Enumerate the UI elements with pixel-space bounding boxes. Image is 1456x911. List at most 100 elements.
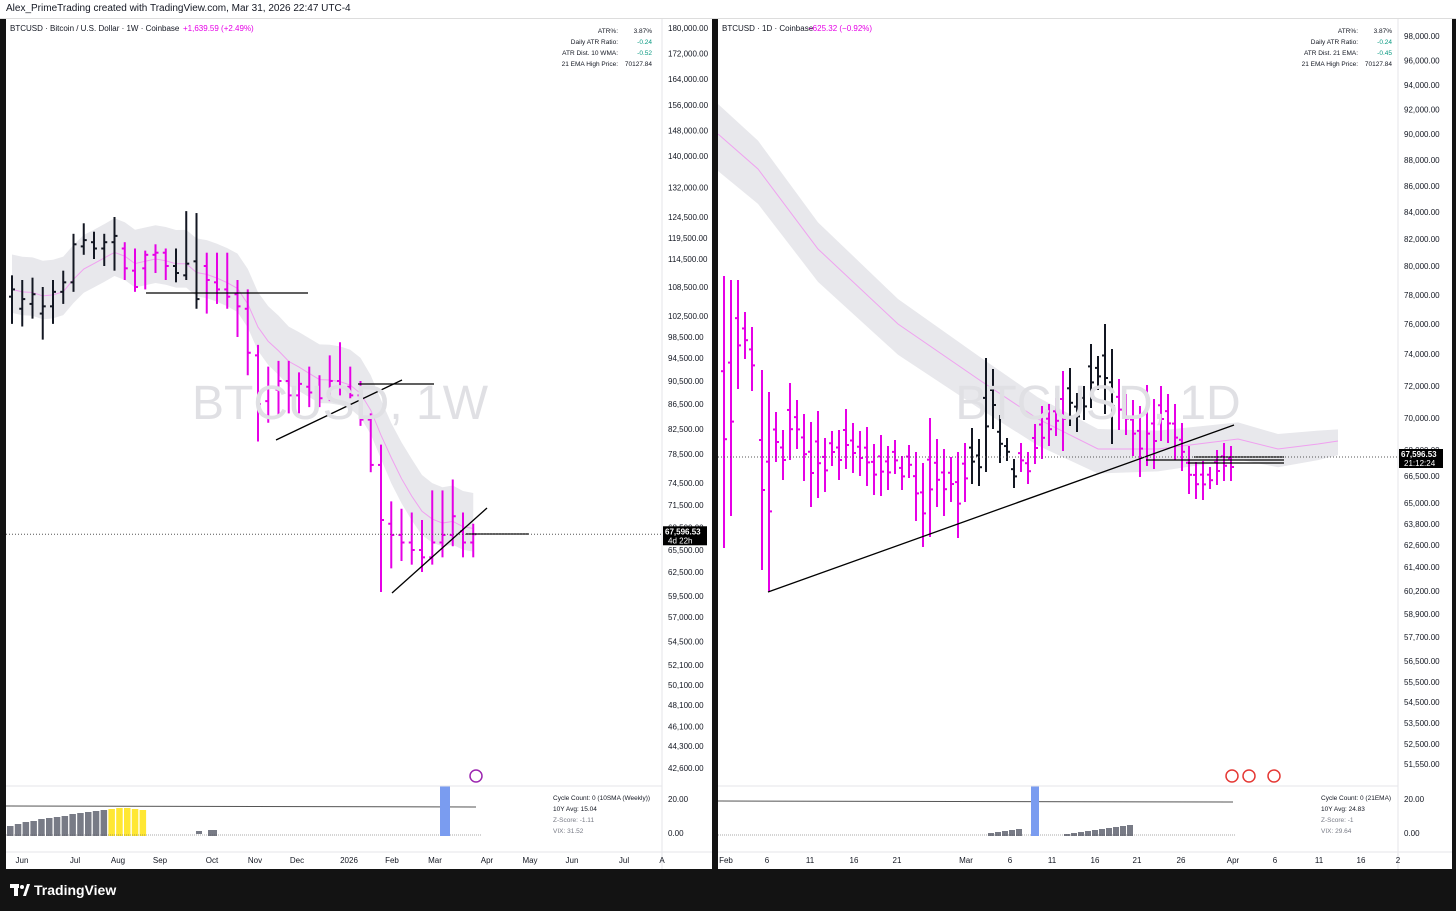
price-tick-label: 59,500.00 [668, 592, 704, 601]
time-tick-label: 2026 [340, 856, 358, 865]
indicator-bar [124, 808, 131, 836]
indicator-bar [53, 817, 61, 836]
price-bar [1123, 394, 1129, 435]
time-tick-label: Feb [385, 856, 399, 865]
price-bar [1200, 461, 1206, 500]
price-tick-label: 98,500.00 [668, 333, 704, 342]
price-tick-label: 52,100.00 [668, 661, 704, 670]
time-tick-label: 21 [1133, 856, 1142, 865]
time-tick-label: Jun [16, 856, 29, 865]
price-bar [1095, 356, 1101, 390]
price-bar [101, 233, 108, 266]
price-bar [1060, 371, 1066, 451]
price-bar [265, 366, 272, 423]
price-bar [50, 280, 56, 324]
indicator-bar [131, 809, 139, 836]
price-bar [962, 443, 968, 502]
price-bar [121, 242, 128, 280]
price-bar [1221, 443, 1227, 481]
time-tick-label: 16 [850, 856, 859, 865]
price-tick-label: 56,500.00 [1404, 657, 1440, 666]
price-tick-label: 92,000.00 [1404, 106, 1440, 115]
price-bar [822, 438, 828, 492]
price-tick-label: 52,500.00 [1404, 740, 1440, 749]
price-bar [1109, 349, 1115, 444]
stat-value: 70127.84 [1365, 61, 1392, 68]
price-tick-label: 58,900.00 [1404, 610, 1440, 619]
price-bar [1179, 423, 1185, 471]
price-tick-label: 74,500.00 [668, 479, 704, 488]
time-tick-label: Mar [959, 856, 973, 865]
price-tick-label: 65,000.00 [1404, 499, 1440, 508]
last-price-badge [1399, 448, 1443, 468]
price-bar [1144, 385, 1150, 466]
price-tick-label: 71,500.00 [668, 501, 704, 510]
price-bar [836, 430, 842, 480]
indicator-avg-line [5, 805, 477, 808]
trend-line [275, 379, 403, 441]
cycle-marker-bar [1031, 786, 1039, 836]
time-tick-label: Feb [719, 856, 733, 865]
price-bar [9, 275, 15, 324]
price-tick-label: 88,000.00 [1404, 156, 1440, 165]
indicator-bar [92, 811, 100, 836]
stat-value: 3.87% [1374, 28, 1393, 35]
price-bar [773, 412, 779, 462]
stat-label: ATR%: [1338, 28, 1358, 35]
price-tick-label: 114,500.00 [668, 255, 708, 264]
indicator-line: Cycle Count: 0 (21EMA) [1321, 795, 1391, 802]
daily-chart-panel[interactable]: BTCUSD, 1D BTCUSD · 1D · Coinbase −625.32 … [717, 19, 1452, 869]
stat-label: Daily ATR Ratio: [571, 39, 618, 46]
price-tick-label: 78,500.00 [668, 450, 704, 459]
indicator-bar [116, 808, 123, 836]
daily-chart[interactable]: BTCUSD, 1D BTCUSD · 1D · Coinbase−625.32 … [717, 19, 1452, 869]
price-tick-label: 54,500.00 [1404, 698, 1440, 707]
us-flag-event-icon [1225, 769, 1239, 783]
price-bar [19, 280, 26, 327]
price-bar [1102, 324, 1108, 414]
price-tick-label: 156,000.00 [668, 101, 709, 110]
price-bar [1074, 393, 1080, 432]
time-tick-label: Mar [428, 856, 442, 865]
time-tick-label: Nov [248, 856, 262, 865]
price-tick-label: 86,500.00 [668, 400, 704, 409]
price-bar [721, 276, 727, 548]
last-price-label: 67,596.53 [1401, 450, 1437, 459]
price-bar [275, 360, 282, 417]
indicator-bar [1071, 833, 1077, 836]
weekly-chart[interactable]: BTCUSD, 1W BTCUSD · Bitcoin / U.S. Dollar… [5, 19, 740, 869]
price-tick-label: 44,300.00 [668, 742, 704, 751]
price-bar [1088, 344, 1094, 408]
stat-label: 21 EMA High Price: [562, 61, 619, 68]
price-bar [906, 445, 912, 478]
time-tick-label: 16 [1091, 856, 1100, 865]
price-tick-label: 48,100.00 [668, 701, 704, 710]
indicator-bar [1016, 829, 1022, 836]
price-bar [408, 512, 415, 565]
weekly-chart-panel[interactable]: BTCUSD, 1W BTCUSD · Bitcoin / U.S. Dollar… [5, 19, 740, 869]
price-bar [1214, 450, 1220, 485]
last-price-badge [663, 526, 707, 546]
price-tick-label: 82,000.00 [1404, 235, 1440, 244]
price-tick-label: 53,500.00 [1404, 719, 1440, 728]
us-flag-event-icon [1267, 769, 1281, 783]
indicator-bar [988, 833, 994, 836]
price-tick-label: 108,500.00 [668, 283, 709, 292]
price-tick-label: 119,500.00 [668, 234, 708, 243]
price-tick-label: 57,000.00 [668, 613, 704, 622]
indicator-bar [1002, 831, 1008, 836]
indicator-bar [196, 831, 202, 834]
indicator-bar [46, 818, 53, 836]
price-bar [1004, 438, 1010, 461]
indicator-line: VIX: 29.64 [1321, 828, 1352, 835]
indicator-line: Z-Score: -1 [1321, 817, 1354, 824]
price-tick-label: 57,700.00 [1404, 633, 1440, 642]
indicator-bar [1113, 827, 1119, 836]
price-tick-label: 78,000.00 [1404, 291, 1440, 300]
price-bar [152, 244, 159, 273]
indicator-bar [85, 812, 92, 836]
price-tick-label: 54,500.00 [668, 637, 704, 646]
price-bar [728, 280, 734, 516]
indicator-bar [1085, 831, 1091, 836]
price-tick-label: 180,000.00 [668, 24, 709, 33]
